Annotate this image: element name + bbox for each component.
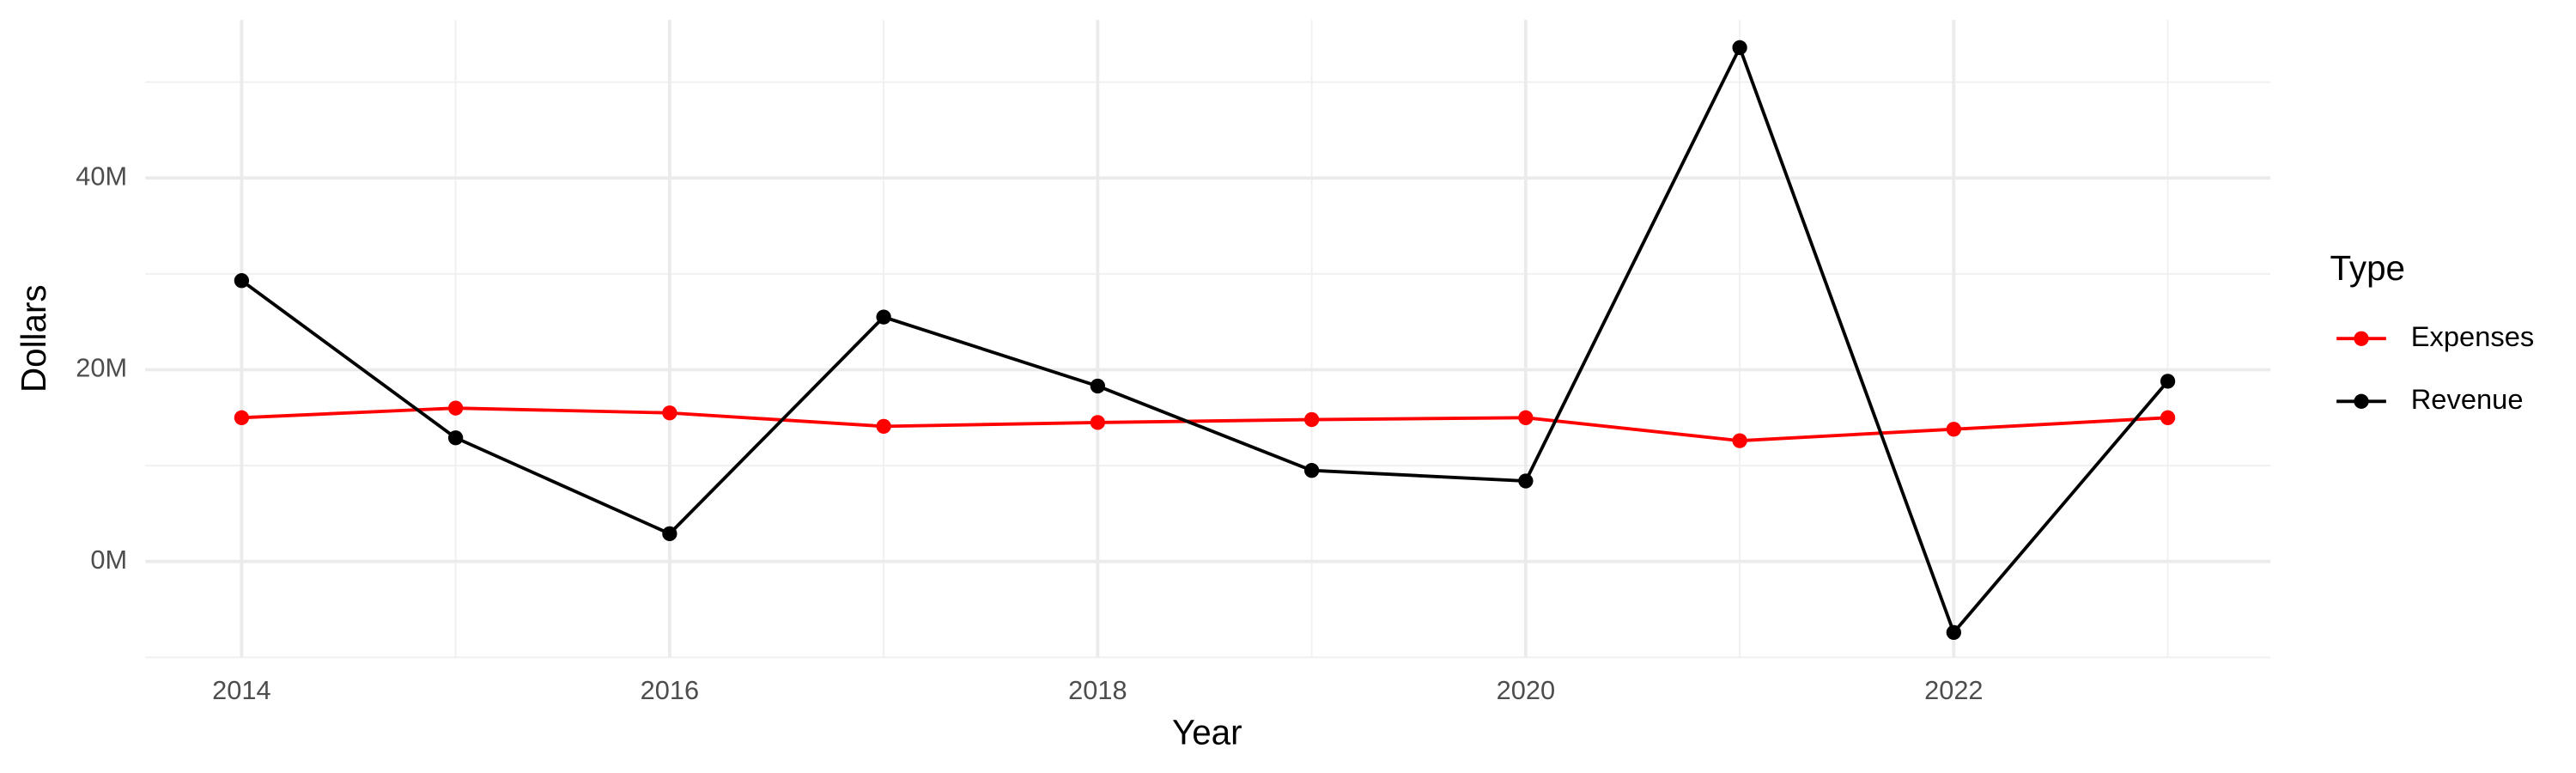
point bbox=[1090, 378, 1106, 394]
legend-key-point bbox=[2354, 331, 2369, 346]
point bbox=[1946, 422, 1962, 437]
x-tick-label: 2022 bbox=[1924, 675, 1983, 705]
y-tick-label: 40M bbox=[76, 161, 127, 191]
y-axis-title: Dollars bbox=[14, 284, 53, 393]
point bbox=[876, 309, 891, 325]
series-line bbox=[240, 43, 2170, 636]
point bbox=[447, 430, 464, 446]
legend-label: Revenue bbox=[2411, 383, 2524, 415]
point bbox=[1518, 410, 1534, 425]
point bbox=[234, 410, 250, 425]
legend-key-point bbox=[2354, 393, 2369, 409]
y-tick-label: 20M bbox=[76, 353, 127, 383]
point bbox=[1732, 40, 1747, 56]
y-tick-label: 0M bbox=[90, 545, 127, 575]
point bbox=[1518, 473, 1534, 489]
x-tick-label: 2020 bbox=[1497, 675, 1555, 705]
point bbox=[2160, 374, 2176, 389]
point bbox=[1303, 411, 1320, 428]
point bbox=[234, 273, 250, 289]
marks bbox=[234, 40, 2176, 641]
point bbox=[662, 526, 677, 542]
point bbox=[662, 405, 677, 421]
x-tick-label: 2018 bbox=[1068, 675, 1127, 705]
point bbox=[1946, 624, 1962, 641]
point bbox=[2160, 410, 2176, 425]
x-tick-label: 2014 bbox=[212, 675, 270, 705]
point bbox=[1090, 415, 1106, 430]
series-line bbox=[241, 406, 2168, 443]
point bbox=[876, 418, 891, 435]
grid bbox=[145, 20, 2271, 659]
x-tick-label: 2016 bbox=[641, 675, 699, 705]
legend-title: Type bbox=[2330, 248, 2405, 288]
point bbox=[1303, 463, 1320, 478]
point bbox=[1732, 433, 1747, 448]
x-axis-title: Year bbox=[1172, 712, 1242, 752]
legend-label: Expenses bbox=[2411, 320, 2535, 352]
point bbox=[447, 400, 464, 416]
